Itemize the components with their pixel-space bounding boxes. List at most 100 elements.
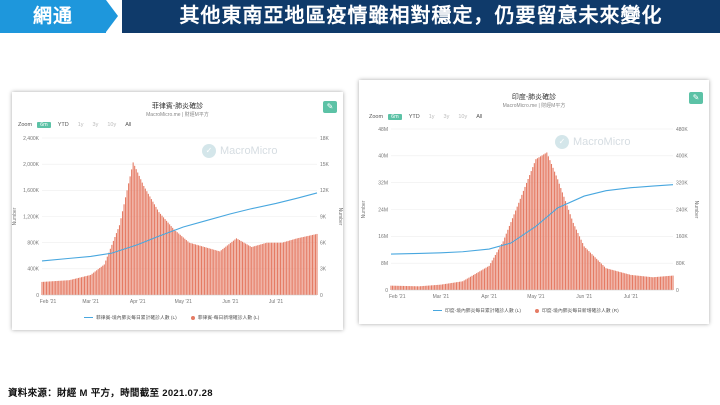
- daily-case-bar: [308, 235, 310, 295]
- daily-case-bar: [141, 182, 143, 295]
- india-chart: 0 0 8M 80K 16M 160K 24M 240K 32M 320K 40M 400K 48M 48…: [361, 127, 699, 300]
- daily-case-bar: [600, 263, 602, 290]
- daily-case-bar: [77, 277, 80, 295]
- left-tick-label: 800K: [27, 240, 39, 246]
- daily-case-bar: [667, 275, 669, 290]
- x-tick-label: Mar '21: [82, 299, 99, 305]
- daily-case-bar: [437, 284, 439, 290]
- daily-case-bar: [76, 278, 78, 295]
- daily-case-bar: [254, 246, 256, 295]
- legend-item-daily[interactable]: 菲律賓-每日新增確診人數 (L): [190, 314, 259, 321]
- daily-case-bar: [59, 280, 61, 295]
- daily-case-bar: [61, 280, 63, 295]
- zoom-3y-button[interactable]: 3y: [443, 114, 450, 120]
- daily-case-bar: [267, 242, 269, 295]
- legend-item-cumulative[interactable]: 印度-境內肺炎每日累計確診人數 (L): [433, 307, 521, 314]
- daily-case-bar: [655, 277, 657, 290]
- daily-case-bar: [125, 197, 127, 295]
- daily-case-bar: [631, 275, 634, 290]
- daily-case-bar: [444, 283, 447, 290]
- daily-case-bar: [588, 251, 590, 290]
- zoom-6m-button[interactable]: 6m: [388, 114, 402, 120]
- daily-case-bar: [82, 276, 84, 295]
- daily-case-bar: [395, 285, 397, 290]
- watermark-text: MacroMicro: [573, 136, 631, 148]
- daily-case-bar: [443, 284, 445, 290]
- daily-case-bar: [479, 271, 481, 290]
- daily-case-bar: [424, 285, 426, 290]
- right-tick-label: 0: [320, 293, 323, 299]
- zoom-1y-button[interactable]: 1y: [428, 114, 435, 120]
- daily-case-bar: [128, 183, 130, 295]
- daily-case-bar: [549, 160, 551, 290]
- zoom-bar: Zoom 6m YTD 1y 3y 10y All: [369, 114, 484, 120]
- daily-case-bar: [415, 286, 417, 290]
- daily-case-bar: [187, 241, 189, 295]
- daily-case-bar: [176, 232, 178, 295]
- daily-case-bar: [416, 286, 419, 290]
- daily-case-bar: [278, 242, 280, 295]
- daily-case-bar: [401, 285, 403, 290]
- pencil-icon[interactable]: ✎: [689, 92, 703, 104]
- daily-case-bar: [266, 242, 268, 295]
- daily-case-bar: [616, 271, 618, 290]
- zoom-all-button[interactable]: All: [476, 114, 483, 120]
- daily-case-bar: [140, 179, 142, 295]
- daily-case-bar: [97, 269, 99, 295]
- daily-case-bar: [586, 249, 588, 290]
- daily-case-bar: [497, 249, 500, 290]
- daily-case-bar: [126, 190, 128, 295]
- legend-item-cumulative[interactable]: 菲律賓-境內肺炎每日累計確診人數 (L): [84, 314, 177, 321]
- daily-case-bar: [525, 182, 528, 290]
- daily-case-bar: [234, 239, 236, 295]
- daily-case-bar: [149, 196, 151, 295]
- zoom-10y-button[interactable]: 10y: [107, 122, 117, 128]
- daily-case-bar: [251, 247, 253, 295]
- daily-case-bar: [238, 240, 241, 295]
- daily-case-bar: [621, 272, 623, 290]
- daily-case-bar: [508, 225, 510, 290]
- daily-case-bar: [547, 156, 549, 290]
- daily-case-bar: [413, 286, 415, 290]
- left-tick-label: 400K: [27, 267, 39, 273]
- daily-case-bar: [135, 169, 137, 295]
- source-note: 資料來源：財經 M 平方，時間截至 2021.07.28: [8, 388, 213, 399]
- legend-item-daily[interactable]: 印度-境內肺炎每日新增確診人數 (R): [534, 307, 619, 314]
- x-tick-label: May '21: [527, 294, 545, 300]
- philippines-chart: 0 0 400K 3K 800K 6K 1,200K 9K 1,600K 12K 2,000K 15K…: [12, 136, 343, 305]
- daily-case-bar: [639, 275, 641, 290]
- daily-case-bar: [42, 281, 45, 295]
- zoom-1y-button[interactable]: 1y: [77, 122, 84, 128]
- daily-case-bar: [451, 282, 453, 290]
- zoom-ytd-button[interactable]: YTD: [408, 114, 420, 120]
- right-tick-label: 480K: [676, 127, 688, 133]
- macromicro-logo-icon: ✓: [555, 135, 569, 149]
- daily-case-bar: [421, 286, 423, 290]
- daily-case-bar: [93, 272, 95, 295]
- daily-case-bar: [56, 280, 58, 295]
- daily-case-bar: [249, 246, 251, 295]
- daily-case-bar: [47, 281, 49, 295]
- daily-case-bar: [196, 244, 198, 295]
- zoom-10y-button[interactable]: 10y: [458, 114, 468, 120]
- brand-label: 網通: [32, 6, 73, 27]
- daily-case-bar: [204, 247, 206, 295]
- daily-case-bar: [502, 241, 504, 290]
- daily-case-bar: [96, 270, 98, 295]
- zoom-ytd-button[interactable]: YTD: [57, 122, 69, 128]
- right-tick-label: 80K: [676, 261, 686, 267]
- daily-case-bar: [527, 179, 529, 290]
- daily-case-bar: [585, 247, 587, 290]
- daily-case-bar: [550, 163, 553, 290]
- daily-case-bar: [487, 266, 489, 290]
- daily-case-bar: [608, 269, 610, 290]
- daily-case-bar: [310, 235, 312, 295]
- daily-case-bar: [246, 244, 248, 295]
- zoom-6m-button[interactable]: 6m: [37, 122, 51, 128]
- zoom-3y-button[interactable]: 3y: [92, 122, 99, 128]
- daily-case-bar: [94, 271, 96, 295]
- pencil-icon[interactable]: ✎: [323, 101, 337, 113]
- daily-case-bar: [462, 281, 464, 290]
- zoom-all-button[interactable]: All: [125, 122, 132, 128]
- daily-case-bar: [664, 276, 666, 290]
